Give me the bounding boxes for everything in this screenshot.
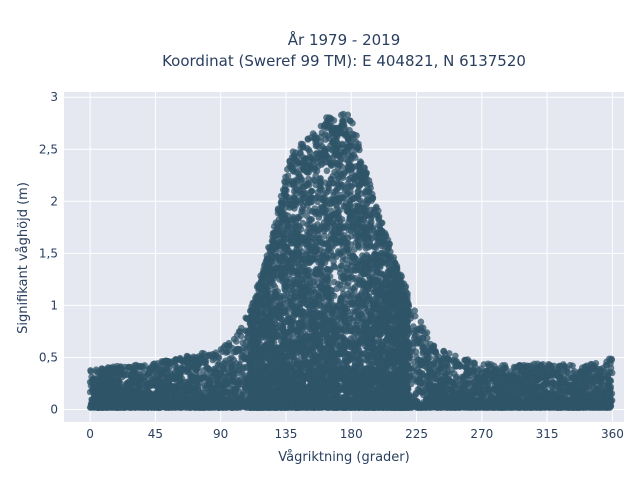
scatter-point	[298, 208, 305, 215]
scatter-point	[228, 354, 235, 362]
data-points	[86, 110, 616, 411]
scatter-point	[87, 367, 94, 374]
